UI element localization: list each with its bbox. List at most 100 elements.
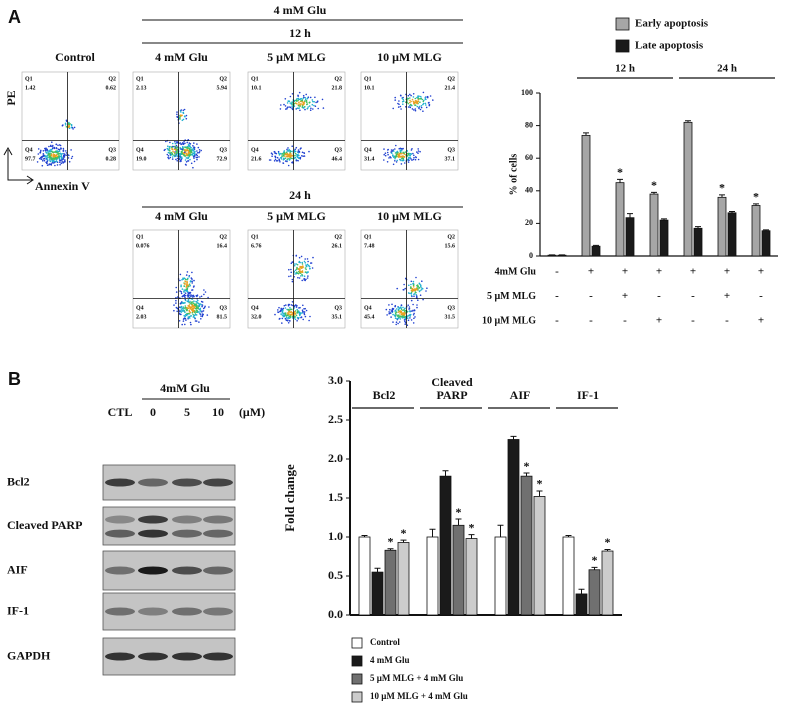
- event-dot: [182, 143, 185, 146]
- event-dot: [57, 148, 60, 151]
- event-dot: [301, 271, 304, 274]
- event-dot: [278, 306, 280, 309]
- event-dot: [54, 164, 56, 167]
- event-dot: [301, 261, 304, 264]
- event-dot: [286, 314, 289, 317]
- y-tick-label: 20: [525, 218, 533, 227]
- event-dot: [190, 162, 193, 165]
- event-dot: [198, 156, 200, 158]
- event-dot: [169, 150, 171, 152]
- event-dot: [397, 314, 400, 317]
- event-dot: [189, 292, 191, 295]
- bar: [533, 496, 546, 616]
- event-dot: [72, 128, 74, 130]
- event-dot: [300, 147, 302, 149]
- event-dot: [287, 317, 289, 320]
- blot-band: [172, 607, 202, 616]
- event-dot: [388, 157, 390, 159]
- event-dot: [306, 277, 309, 279]
- event-dot: [295, 158, 298, 161]
- event-dot: [190, 315, 192, 317]
- event-dot: [395, 144, 397, 147]
- event-dot: [291, 317, 294, 319]
- event-dot: [387, 153, 389, 156]
- error-bar: [651, 191, 657, 195]
- event-dot: [291, 157, 294, 160]
- bar: [397, 542, 410, 616]
- event-dot: [180, 307, 183, 309]
- event-dot: [200, 315, 202, 317]
- event-dot: [288, 150, 290, 152]
- event-dot: [304, 98, 307, 101]
- event-dot: [425, 106, 428, 109]
- event-dot: [283, 314, 286, 317]
- event-dot: [176, 148, 178, 151]
- event-dot: [68, 125, 70, 127]
- event-dot: [295, 159, 298, 162]
- blot-band: [138, 607, 168, 616]
- event-dot: [176, 111, 178, 113]
- event-dot: [199, 307, 202, 310]
- event-dot: [383, 148, 385, 150]
- event-dot: [179, 290, 181, 292]
- legend-swatch: [351, 673, 363, 685]
- event-dot: [415, 291, 417, 294]
- event-dot: [195, 294, 198, 297]
- error-bar: [442, 470, 449, 477]
- event-dot: [404, 151, 407, 153]
- event-dot: [40, 156, 43, 158]
- condition-sign: -: [691, 315, 695, 327]
- event-dot: [399, 94, 402, 97]
- event-dot: [176, 146, 179, 149]
- event-dot: [168, 148, 171, 150]
- event-dot: [176, 115, 178, 118]
- event-dot: [306, 101, 308, 104]
- event-dot: [197, 311, 199, 313]
- event-dot: [173, 151, 175, 154]
- event-dot: [294, 150, 297, 153]
- event-dot: [322, 107, 325, 109]
- lane-label: 5: [184, 405, 190, 419]
- quadrant-value: 16.4: [217, 243, 228, 249]
- event-dot: [274, 158, 277, 161]
- event-dot: [388, 311, 390, 313]
- event-dot: [416, 304, 418, 306]
- event-dot: [409, 310, 411, 313]
- event-dot: [410, 319, 413, 321]
- y-tick-label: 60: [525, 153, 533, 162]
- legend-swatch: [351, 691, 363, 703]
- event-dot: [175, 291, 178, 293]
- quadrant-value: 26.1: [332, 243, 343, 249]
- event-dot: [68, 161, 71, 163]
- event-dot: [307, 96, 310, 98]
- event-dot: [303, 279, 306, 281]
- event-dot: [51, 146, 54, 148]
- quadrant-value: 45.4: [364, 314, 375, 320]
- event-dot: [192, 310, 194, 313]
- event-dot: [174, 142, 177, 145]
- event-dot: [403, 156, 406, 158]
- event-dot: [400, 152, 403, 155]
- condition-sign: -: [555, 266, 559, 278]
- event-dot: [304, 307, 307, 310]
- event-dot: [50, 150, 53, 153]
- event-dot: [407, 304, 410, 307]
- event-dot: [186, 281, 188, 284]
- event-dot: [410, 286, 412, 288]
- event-dot: [412, 100, 415, 103]
- event-dot: [183, 277, 186, 280]
- event-dot: [410, 100, 412, 103]
- event-dot: [398, 103, 400, 106]
- event-dot: [395, 310, 397, 312]
- event-dot: [184, 159, 187, 161]
- event-dot: [179, 142, 182, 144]
- event-dot: [296, 153, 298, 156]
- event-dot: [414, 104, 417, 106]
- event-dot: [407, 317, 409, 320]
- event-dot: [173, 304, 175, 306]
- event-dot: [303, 275, 306, 278]
- event-dot: [192, 294, 195, 297]
- event-dot: [299, 98, 301, 101]
- y-tick-label: 2.5: [328, 412, 343, 426]
- event-dot: [303, 102, 305, 105]
